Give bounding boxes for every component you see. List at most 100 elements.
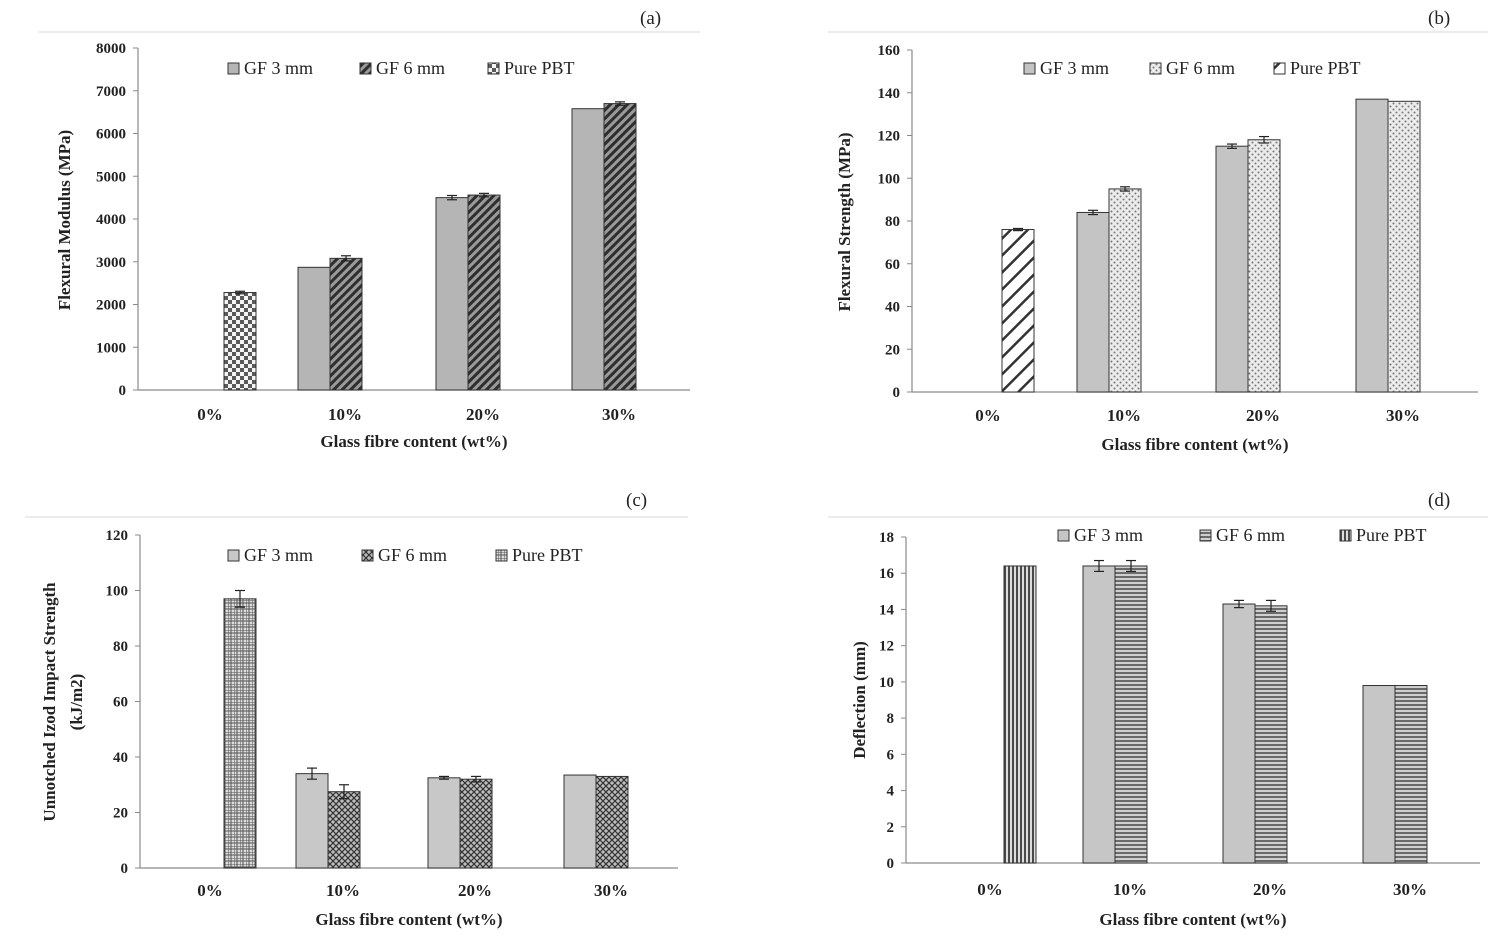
x-category-label: 20% <box>1253 880 1287 899</box>
bar-pure-pbt <box>223 292 257 391</box>
y-axis-title: Deflection (mm) <box>850 641 869 759</box>
y-tick-label: 2000 <box>96 298 126 314</box>
x-category-label: 20% <box>466 405 500 424</box>
y-tick-label: 16 <box>879 566 895 582</box>
y-tick-label: 40 <box>885 300 900 316</box>
panel-b-chart: (b) 0 20 40 60 80 100 120 140 160 0% 10% 20% 30% Gl… <box>828 8 1488 454</box>
legend-label: GF 3 mm <box>1040 58 1109 78</box>
x-category-label: 10% <box>326 881 360 900</box>
legend-label: GF 6 mm <box>1166 58 1235 78</box>
y-tick-label: 40 <box>113 750 128 766</box>
bar-gf-3-mm <box>435 197 469 391</box>
bar-pure-pbt <box>223 598 257 869</box>
y-tick-label: 1000 <box>96 340 126 356</box>
y-tick-label: 5000 <box>96 169 126 185</box>
legend-swatch <box>1023 62 1036 75</box>
bar-gf-3-mm <box>297 266 331 391</box>
y-tick-label: 0 <box>887 856 895 872</box>
legend-label: GF 3 mm <box>244 545 313 565</box>
x-axis-title: Glass fibre content (wt%) <box>1099 910 1286 929</box>
x-category-label: 30% <box>1386 406 1420 425</box>
legend-swatch <box>227 549 240 562</box>
legend-label: GF 6 mm <box>376 58 445 78</box>
bar-gf-6-mm <box>327 791 361 869</box>
legend-swatch <box>1149 62 1162 75</box>
x-category-label: 20% <box>1246 406 1280 425</box>
legend-swatch <box>1339 529 1352 542</box>
panel-label: (b) <box>1428 8 1450 29</box>
legend: GF 3 mm GF 6 mm Pure PBT <box>1057 525 1427 545</box>
bar-pure-pbt <box>1001 229 1035 393</box>
panel-label: (a) <box>640 8 661 29</box>
bar-gf-3-mm <box>1355 98 1389 393</box>
panel-c-chart: (c) 0 20 40 60 80 100 120 0% 10% 20% 30% Glass fi… <box>25 490 688 929</box>
y-tick-label: 100 <box>878 171 901 187</box>
x-category-label: 30% <box>594 881 628 900</box>
y-tick-label: 0 <box>121 861 129 877</box>
legend-swatch <box>227 62 240 75</box>
y-axis-title-line-1: Unnotched Izod Impact Strength <box>40 582 59 822</box>
y-tick-label: 4000 <box>96 212 126 228</box>
y-tick-label: 80 <box>113 639 128 655</box>
y-tick-label: 120 <box>878 129 901 145</box>
legend-swatch <box>359 62 372 75</box>
bar-gf-6-mm <box>595 775 629 869</box>
y-tick-label: 20 <box>885 342 900 358</box>
y-tick-label: 120 <box>106 528 129 544</box>
panel-d-chart: (d) 0 2 4 6 8 10 12 14 16 18 0% 10% 20% 30% Glass fi… <box>828 490 1488 929</box>
x-axis-title: Glass fibre content (wt%) <box>315 910 502 929</box>
bar-gf-3-mm <box>427 777 461 869</box>
legend-label: GF 3 mm <box>1074 525 1143 545</box>
y-axis-title: Flexural Modulus (MPa) <box>55 130 74 310</box>
y-tick-label: 160 <box>878 43 901 59</box>
bar-gf-3-mm <box>571 108 605 391</box>
bar-gf-6-mm <box>603 103 637 391</box>
legend: GF 3 mm GF 6 mm Pure PBT <box>227 58 575 78</box>
bar-gf-6-mm <box>1114 565 1148 864</box>
y-axis-title: Flexural Strength (MPa) <box>835 132 854 311</box>
y-axis-title-line-2: (kJ/m2) <box>67 674 86 731</box>
y-tick-label: 60 <box>885 257 900 273</box>
x-category-label: 0% <box>197 405 223 424</box>
y-tick-label: 0 <box>893 385 901 401</box>
x-category-label: 30% <box>602 405 636 424</box>
legend-label: Pure PBT <box>512 545 583 565</box>
bar-gf-6-mm <box>1394 685 1428 864</box>
bar-gf-6-mm <box>1108 188 1142 393</box>
bar-gf-6-mm <box>1387 100 1421 393</box>
y-tick-label: 12 <box>879 639 894 655</box>
legend-swatch <box>495 549 508 562</box>
x-axis-title: Glass fibre content (wt%) <box>320 432 507 451</box>
bar-gf-6-mm <box>329 257 363 391</box>
x-category-label: 30% <box>1393 880 1427 899</box>
y-tick-label: 80 <box>885 214 900 230</box>
bar-gf-3-mm <box>563 774 597 869</box>
y-tick-label: 10 <box>879 675 894 691</box>
legend: GF 3 mm GF 6 mm Pure PBT <box>227 545 583 565</box>
bar-gf-6-mm <box>459 778 493 869</box>
y-tick-label: 0 <box>119 383 127 399</box>
legend-label: GF 6 mm <box>1216 525 1285 545</box>
y-tick-label: 2 <box>887 820 895 836</box>
x-category-label: 0% <box>975 406 1001 425</box>
legend-label: Pure PBT <box>504 58 575 78</box>
y-tick-label: 100 <box>106 584 129 600</box>
bar-gf-3-mm <box>1076 211 1110 393</box>
bar-gf-6-mm <box>467 194 501 391</box>
y-tick-label: 20 <box>113 806 128 822</box>
legend-label: Pure PBT <box>1356 525 1427 545</box>
bar-gf-3-mm <box>1222 603 1256 864</box>
y-tick-label: 14 <box>879 602 895 618</box>
panel-label: (d) <box>1428 490 1450 511</box>
bar-gf-3-mm <box>1082 565 1116 864</box>
legend-swatch <box>1273 62 1286 75</box>
x-category-label: 10% <box>1113 880 1147 899</box>
x-category-label: 0% <box>977 880 1003 899</box>
legend-swatch <box>1057 529 1070 542</box>
x-category-label: 0% <box>197 881 223 900</box>
legend-label: GF 3 mm <box>244 58 313 78</box>
x-category-label: 20% <box>458 881 492 900</box>
bar-gf-6-mm <box>1247 139 1281 393</box>
panel-label: (c) <box>626 490 647 511</box>
